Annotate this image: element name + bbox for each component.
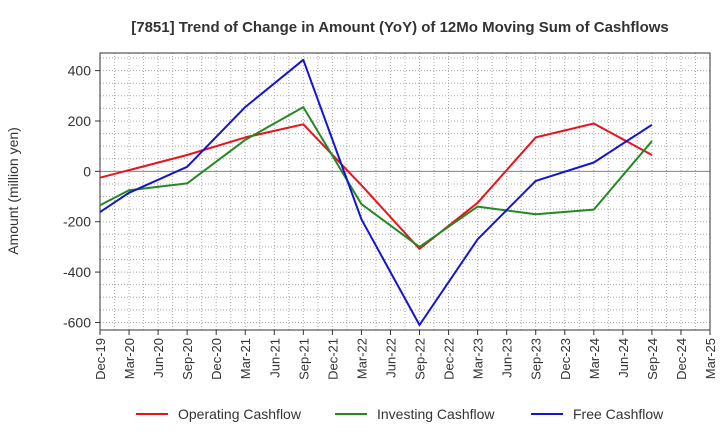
legend: Operating Cashflow Investing Cashflow Free… [136, 406, 664, 422]
x-tick-label: Mar-23 [471, 338, 486, 379]
series-line-investing-cashflow [99, 106, 653, 248]
x-tick-label: Mar-20 [122, 338, 137, 379]
x-tick-label: Sep-21 [296, 338, 311, 380]
x-tick-label: Mar-22 [354, 338, 369, 379]
series-line-free-cashflow [99, 58, 653, 326]
x-tick-label: Jun-22 [383, 338, 398, 378]
x-tick-label: Sep-22 [413, 338, 428, 380]
plot-frame [99, 52, 711, 331]
legend-label-operating-cashflow: Operating Cashflow [178, 406, 302, 422]
chart-title: [7851] Trend of Change in Amount (YoY) o… [131, 19, 669, 36]
x-tick-label: Sep-20 [180, 338, 195, 380]
x-tick-label: Mar-24 [587, 338, 602, 379]
x-tick-label: Dec-19 [93, 338, 108, 380]
y-tick-label: -200 [63, 214, 91, 230]
y-tick-label: 400 [68, 63, 92, 79]
y-axis-label: Amount (million yen) [5, 127, 21, 255]
x-tick-label: Jun-23 [500, 338, 515, 378]
series-line-operating-cashflow [99, 122, 653, 250]
x-tick-label: Jun-20 [151, 338, 166, 378]
x-tick-label: Dec-24 [674, 338, 689, 380]
x-tick-label: Sep-24 [645, 338, 660, 380]
y-tick-label: -400 [63, 264, 91, 280]
x-tick-label: Sep-23 [529, 338, 544, 380]
x-tick-label: Mar-25 [703, 338, 718, 379]
x-tick-label: Jun-21 [267, 338, 282, 378]
y-tick-label: -600 [63, 314, 91, 330]
y-tick-label: 0 [83, 163, 91, 179]
x-tick-label: Dec-23 [558, 338, 573, 380]
y-tick-label: 200 [68, 113, 92, 129]
x-tick-label: Jun-24 [616, 338, 631, 378]
legend-label-free-cashflow: Free Cashflow [573, 406, 664, 422]
x-tick-label: Dec-21 [325, 338, 340, 380]
x-tick-label: Mar-21 [238, 338, 253, 379]
x-tick-label: Dec-20 [209, 338, 224, 380]
series-layer [99, 58, 653, 326]
legend-label-investing-cashflow: Investing Cashflow [377, 406, 495, 422]
x-tick-label: Dec-22 [442, 338, 457, 380]
